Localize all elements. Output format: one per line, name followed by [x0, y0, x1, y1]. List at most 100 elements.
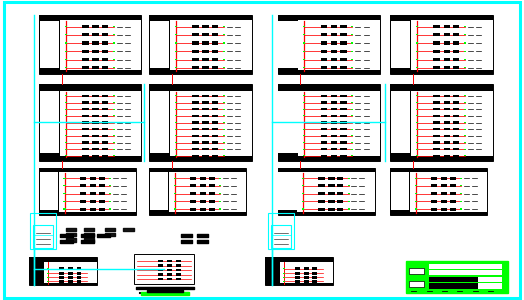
Bar — [337, 177, 343, 180]
Bar — [82, 25, 89, 28]
Bar — [331, 94, 337, 97]
Bar — [60, 280, 64, 283]
Bar — [433, 108, 440, 110]
Bar — [82, 94, 89, 97]
Bar — [175, 122, 177, 123]
Bar — [441, 208, 447, 211]
Bar — [192, 58, 199, 61]
Bar — [99, 208, 105, 211]
Bar — [433, 50, 440, 53]
Bar — [453, 154, 460, 157]
Bar — [453, 33, 460, 36]
Bar — [416, 59, 418, 60]
Bar — [212, 135, 219, 137]
Bar — [219, 193, 221, 194]
Bar — [102, 50, 108, 53]
Bar — [303, 148, 305, 150]
Bar — [65, 95, 67, 97]
Bar — [109, 201, 111, 202]
Bar — [65, 59, 67, 60]
Bar — [283, 277, 285, 278]
Bar — [113, 95, 115, 97]
Bar — [47, 273, 49, 274]
Bar — [190, 184, 196, 187]
Bar — [47, 268, 49, 269]
Bar — [443, 94, 450, 97]
Bar — [82, 58, 89, 61]
Bar — [416, 115, 418, 116]
Bar — [443, 121, 450, 124]
Bar — [433, 115, 440, 117]
Bar — [443, 41, 450, 45]
Bar — [464, 59, 466, 60]
Bar — [219, 208, 221, 210]
Bar — [175, 95, 177, 97]
Bar — [39, 15, 141, 20]
Bar — [433, 154, 440, 157]
Bar — [331, 154, 337, 157]
Bar — [149, 84, 252, 160]
Bar — [312, 280, 317, 283]
Bar — [443, 128, 450, 130]
Bar — [59, 212, 136, 214]
Bar — [331, 33, 337, 36]
Bar — [65, 42, 67, 44]
Bar — [80, 200, 86, 203]
Bar — [65, 115, 67, 116]
Bar — [340, 135, 347, 137]
Bar — [65, 51, 67, 52]
Bar — [200, 184, 206, 187]
Bar — [39, 84, 141, 91]
Bar — [113, 115, 115, 116]
Bar — [278, 168, 375, 214]
Bar — [416, 42, 418, 44]
Bar — [176, 264, 181, 267]
Bar — [429, 263, 502, 269]
Bar — [63, 201, 66, 202]
Bar — [219, 185, 221, 187]
Bar — [443, 154, 450, 157]
Bar — [65, 135, 67, 136]
Bar — [453, 108, 460, 110]
Bar — [60, 70, 141, 74]
Bar — [113, 109, 115, 110]
Bar — [39, 84, 141, 160]
Bar — [113, 51, 115, 52]
Bar — [328, 184, 334, 187]
Bar — [347, 201, 350, 202]
Bar — [202, 58, 209, 61]
Bar — [328, 200, 334, 203]
Bar — [321, 101, 328, 104]
Bar — [65, 122, 67, 123]
Bar — [212, 121, 219, 124]
Bar — [212, 94, 219, 97]
Bar — [337, 192, 343, 195]
Bar — [212, 33, 219, 36]
Bar — [202, 121, 209, 124]
Bar — [29, 256, 97, 285]
Bar — [302, 178, 304, 179]
Bar — [340, 141, 347, 144]
Bar — [77, 276, 81, 279]
Bar — [113, 34, 115, 35]
Bar — [90, 192, 96, 195]
Bar — [464, 34, 466, 35]
Bar — [190, 177, 196, 180]
Bar — [331, 121, 337, 124]
Bar — [113, 67, 115, 68]
Bar — [202, 25, 209, 28]
Bar — [170, 156, 252, 161]
Bar — [450, 177, 456, 180]
Bar — [321, 50, 328, 53]
Bar — [331, 115, 337, 117]
Bar — [149, 15, 252, 74]
Bar — [99, 200, 105, 203]
Bar — [337, 208, 343, 211]
Bar — [433, 58, 440, 61]
Bar — [303, 115, 305, 116]
Bar — [175, 109, 177, 110]
Bar — [321, 66, 328, 69]
Bar — [92, 135, 99, 137]
Bar — [271, 225, 291, 248]
Bar — [113, 155, 115, 157]
